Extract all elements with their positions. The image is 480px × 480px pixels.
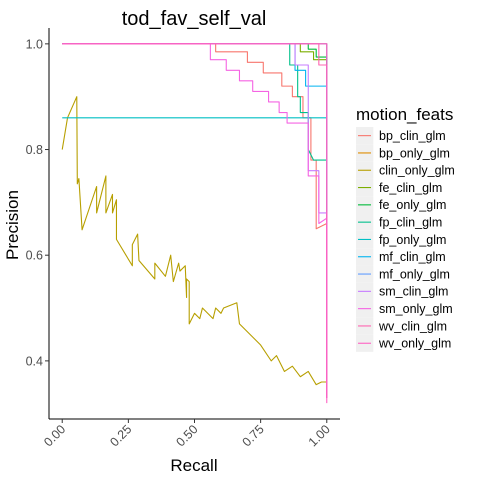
x-tick-label: 0.00 [41,422,68,449]
x-tick-label: 0.25 [107,422,134,449]
x-tick-label: 0.50 [174,422,201,449]
series-line-bp-only-glm [62,43,328,398]
series-line-wv-clin-glm [62,43,328,398]
series-line-sm-only-glm [62,43,328,398]
series-line-fp-clin-glm [62,43,328,398]
series-line-fe-clin-glm [62,43,328,398]
y-tick-label: 0.8 [26,143,43,157]
series-line-wv-only-glm [62,43,328,404]
plot-area [61,43,328,404]
legend-item-wv-clin-glm: wv_clin_glm [356,317,447,335]
legend-label: mf_only_glm [379,267,450,281]
legend: motion_feats bp_clin_glm bp_only_glm clin_… [356,105,455,352]
series-line-mf-clin-glm [62,43,328,398]
axes [48,28,340,420]
chart-title: tod_fav_self_val [122,8,267,30]
legend-label: fp_clin_glm [379,216,442,230]
legend-label: bp_clin_glm [379,129,446,143]
legend-item-bp-clin-glm: bp_clin_glm [356,127,446,145]
x-ticks: 0.00 0.25 0.50 0.75 1.00 [41,419,333,449]
legend-item-fe-only-glm: fe_only_glm [356,196,446,214]
legend-label: wv_only_glm [378,337,451,351]
y-tick-label: 0.4 [26,354,43,368]
legend-item-sm-clin-glm: sm_clin_glm [356,282,448,300]
series-line-mf-only-glm [62,43,328,398]
legend-label: fe_only_glm [379,198,446,212]
y-axis-title: Precision [3,190,22,260]
legend-item-wv-only-glm: wv_only_glm [356,334,451,352]
legend-item-fp-clin-glm: fp_clin_glm [356,213,442,231]
legend-label: wv_clin_glm [378,319,447,333]
series-line-fe-only-glm [62,43,328,398]
y-tick-label: 1.0 [26,37,43,51]
x-tick-label: 0.75 [240,422,267,449]
series-line-bp-clin-glm [62,43,328,398]
legend-item-fe-clin-glm: fe_clin_glm [356,178,442,197]
legend-title: motion_feats [356,105,453,124]
legend-item-bp-only-glm: bp_only_glm [356,144,450,162]
series-line-clin-only-glm [61,96,327,386]
y-ticks: 0.4 0.6 0.8 1.0 [26,37,49,368]
y-tick-label: 0.6 [26,249,43,263]
legend-item-sm-only-glm: sm_only_glm [356,300,453,318]
x-axis-title: Recall [170,456,217,475]
series-line-fp-only-glm [62,117,328,398]
legend-label: fp_only_glm [379,233,446,247]
legend-item-fp-only-glm: fp_only_glm [356,230,446,249]
legend-label: mf_clin_glm [379,250,446,264]
legend-item-clin-only-glm: clin_only_glm [356,161,455,179]
legend-item-mf-clin-glm: mf_clin_glm [356,248,446,266]
x-tick-label: 1.00 [306,422,333,449]
legend-label: bp_only_glm [379,146,450,160]
legend-label: clin_only_glm [379,164,455,178]
legend-label: sm_clin_glm [379,285,448,299]
legend-label: fe_clin_glm [379,181,442,195]
series-line-sm-clin-glm [62,43,328,398]
legend-items: bp_clin_glm bp_only_glm clin_only_glm fe_cl… [356,127,455,352]
legend-label: sm_only_glm [379,302,453,316]
legend-item-mf-only-glm: mf_only_glm [356,265,450,283]
